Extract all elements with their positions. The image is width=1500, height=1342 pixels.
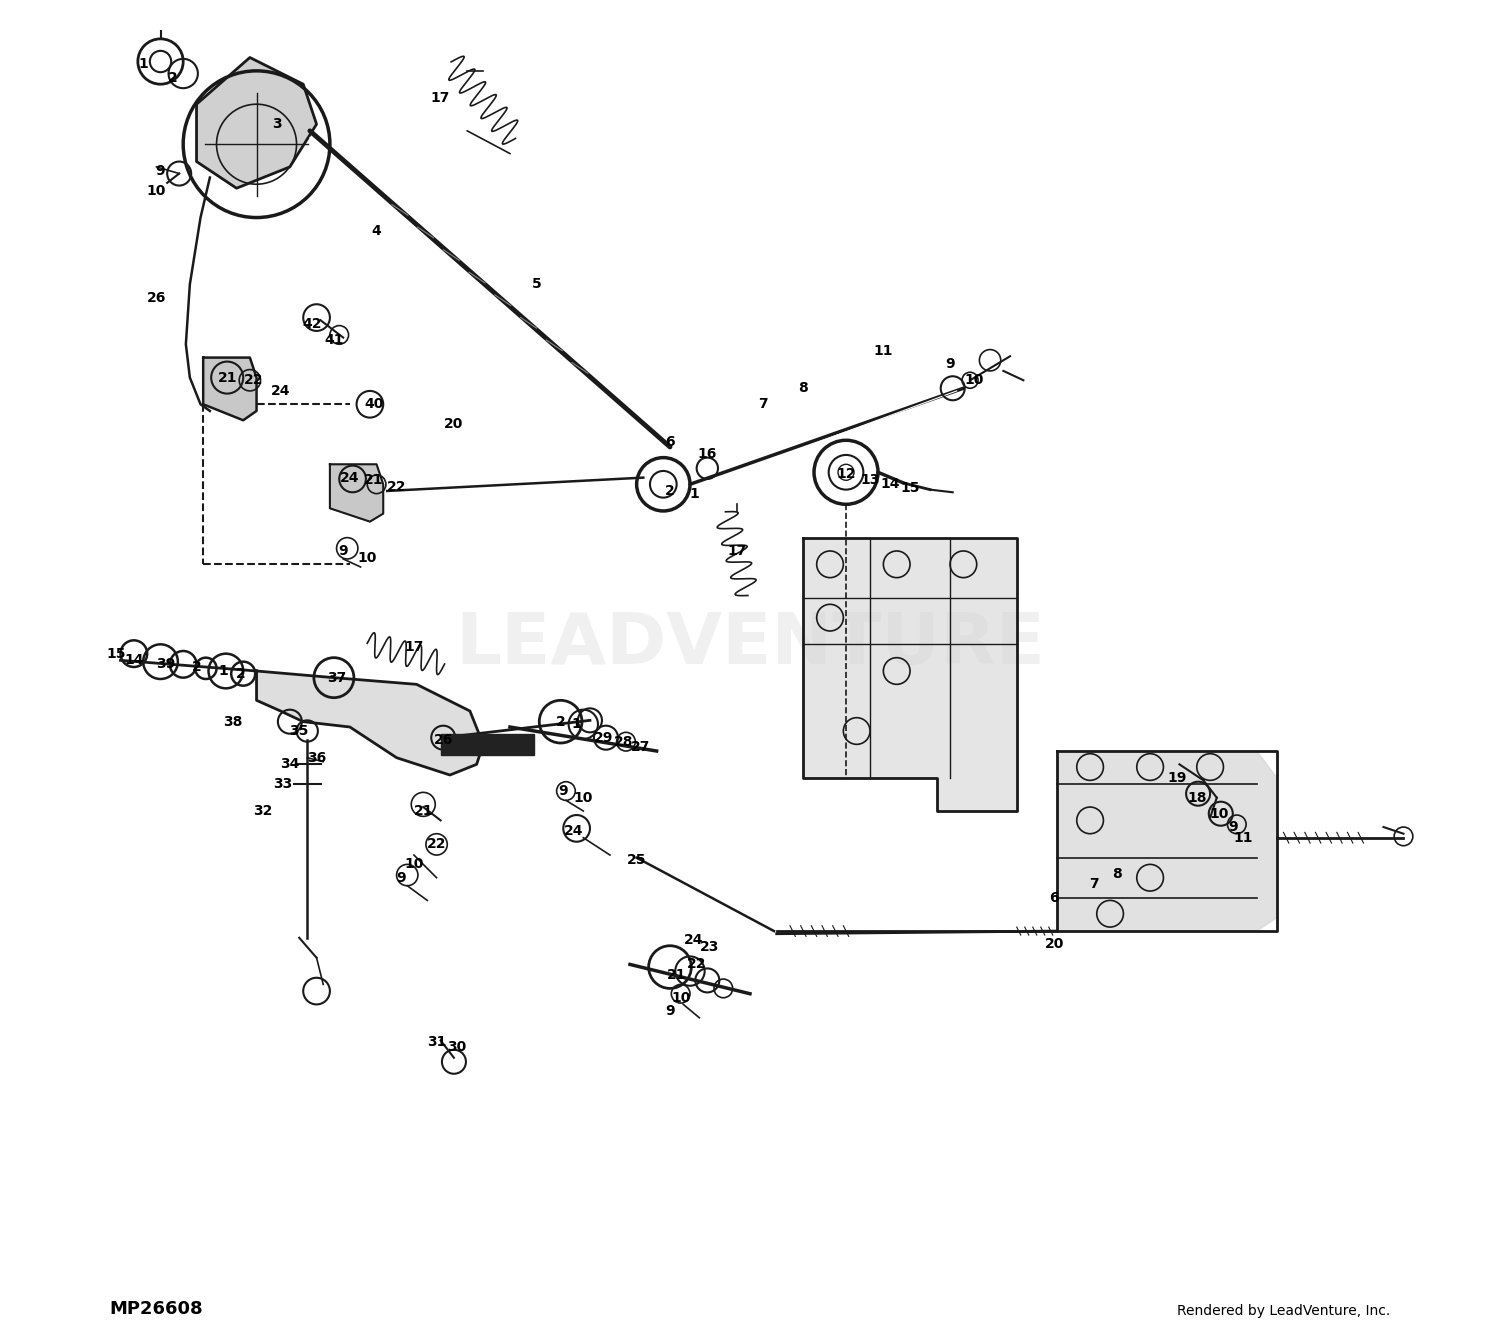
Text: 11: 11 (1233, 831, 1252, 844)
Text: 9: 9 (396, 871, 405, 884)
Text: 2: 2 (168, 71, 177, 85)
Text: 24: 24 (684, 934, 703, 947)
Text: 10: 10 (357, 550, 376, 565)
Text: 24: 24 (340, 471, 360, 484)
Text: 9: 9 (339, 544, 348, 558)
Text: 14: 14 (880, 478, 900, 491)
Text: 26: 26 (147, 291, 166, 305)
Text: 38: 38 (224, 715, 242, 729)
Text: 24: 24 (564, 824, 584, 837)
Text: 15: 15 (106, 647, 126, 660)
Text: 36: 36 (308, 750, 326, 765)
Text: 18: 18 (1186, 790, 1206, 805)
Text: 22: 22 (244, 373, 264, 388)
Text: 10: 10 (404, 858, 423, 871)
Text: 20: 20 (444, 417, 464, 431)
Text: 21: 21 (414, 804, 434, 819)
Text: 10: 10 (573, 790, 592, 805)
Text: 8: 8 (1112, 867, 1122, 880)
Polygon shape (1056, 752, 1276, 931)
Text: 17: 17 (728, 544, 747, 558)
Text: 9: 9 (558, 784, 568, 798)
Text: 6: 6 (1050, 891, 1059, 905)
Text: 22: 22 (387, 480, 406, 494)
Text: 9: 9 (1228, 820, 1238, 833)
Text: 12: 12 (837, 467, 856, 480)
Text: 21: 21 (364, 474, 384, 487)
Text: 3: 3 (272, 117, 282, 132)
Text: 35: 35 (290, 725, 309, 738)
Text: 34: 34 (280, 757, 300, 772)
Bar (441, 734, 534, 756)
Text: 2: 2 (664, 484, 675, 498)
Text: 9: 9 (664, 1004, 675, 1019)
Text: 8: 8 (798, 381, 808, 396)
Text: 9: 9 (945, 357, 956, 372)
Text: Rendered by LeadVenture, Inc.: Rendered by LeadVenture, Inc. (1178, 1304, 1390, 1318)
Polygon shape (330, 464, 382, 522)
Text: 26: 26 (433, 733, 453, 747)
Text: 7: 7 (1089, 878, 1100, 891)
Text: 28: 28 (614, 734, 633, 749)
Text: 27: 27 (632, 739, 651, 754)
Text: 9: 9 (156, 164, 165, 178)
Text: 23: 23 (700, 939, 720, 954)
Text: 1: 1 (138, 58, 148, 71)
Text: 4: 4 (372, 224, 381, 238)
Polygon shape (202, 357, 256, 420)
Text: 29: 29 (594, 730, 613, 745)
Text: 41: 41 (324, 333, 344, 348)
Text: 17: 17 (404, 640, 423, 654)
Text: 32: 32 (254, 804, 273, 819)
Text: 33: 33 (273, 777, 292, 792)
Text: 42: 42 (303, 317, 322, 331)
Text: 2: 2 (192, 660, 201, 674)
Text: 5: 5 (531, 278, 542, 291)
Text: 17: 17 (430, 90, 450, 105)
Text: 10: 10 (670, 990, 690, 1005)
Text: 10: 10 (1210, 807, 1228, 821)
Text: 14: 14 (124, 654, 144, 667)
Text: 1: 1 (688, 487, 699, 501)
Text: 31: 31 (427, 1035, 447, 1048)
Text: 20: 20 (1044, 938, 1064, 951)
Text: 40: 40 (364, 397, 384, 411)
Text: 22: 22 (427, 837, 447, 851)
Text: LEADVENTURE: LEADVENTURE (454, 609, 1046, 679)
Text: 10: 10 (147, 184, 166, 197)
Text: MP26608: MP26608 (110, 1300, 204, 1318)
Text: 2: 2 (555, 715, 566, 729)
Text: 37: 37 (327, 671, 346, 684)
Text: 2: 2 (236, 667, 246, 680)
Polygon shape (196, 58, 316, 188)
Text: 24: 24 (272, 384, 291, 399)
Polygon shape (804, 538, 1017, 811)
Text: 7: 7 (759, 397, 768, 411)
Text: 21: 21 (217, 370, 237, 385)
Text: 16: 16 (698, 447, 717, 460)
Text: 39: 39 (156, 658, 176, 671)
Text: 15: 15 (900, 482, 920, 495)
Text: 22: 22 (687, 957, 706, 972)
Text: 1: 1 (219, 664, 228, 678)
Polygon shape (256, 671, 483, 776)
Text: 1: 1 (572, 718, 582, 731)
Text: 30: 30 (447, 1040, 466, 1053)
Text: 10: 10 (964, 373, 984, 388)
Text: 11: 11 (873, 344, 892, 358)
Text: 6: 6 (664, 435, 675, 448)
Text: 13: 13 (861, 474, 879, 487)
Text: 21: 21 (668, 968, 687, 982)
Text: 19: 19 (1167, 770, 1186, 785)
Text: 25: 25 (627, 854, 646, 867)
